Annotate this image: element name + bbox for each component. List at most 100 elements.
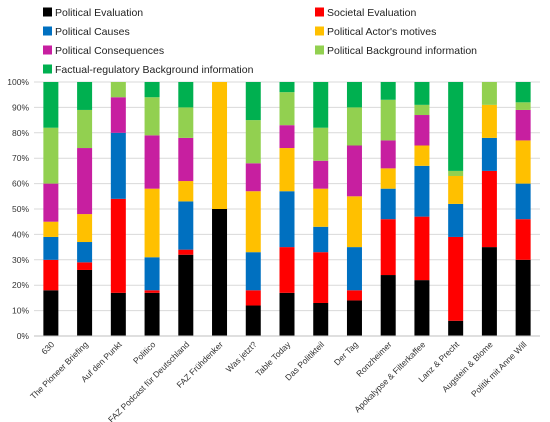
bar-segment-political-background-information	[178, 107, 194, 138]
bar-segment-factual-regulatory-background-information	[178, 82, 194, 108]
bar-segment-political-background-information	[110, 82, 126, 98]
bar-segment-political-actor-s-motives	[77, 214, 93, 243]
bar-segment-political-evaluation	[515, 259, 531, 336]
bar-segment-political-evaluation	[448, 320, 464, 336]
bar-segment-political-consequences	[77, 148, 93, 215]
bar-segment-political-actor-s-motives	[380, 168, 396, 189]
legend-label: Political Actor's motives	[327, 26, 436, 38]
bar-segment-societal-evaluation	[178, 249, 194, 255]
bar-segment-political-causes	[77, 242, 93, 263]
bar-segment-political-causes	[481, 137, 497, 171]
bar-segment-political-causes	[414, 165, 430, 217]
legend-swatch	[43, 7, 52, 17]
y-tick-label: 90%	[12, 102, 29, 112]
bar-segment-political-evaluation	[279, 292, 295, 336]
bar-segment-political-actor-s-motives	[481, 104, 497, 138]
bar-segment-political-causes	[245, 252, 261, 291]
bar-stack-was-jetzt	[245, 82, 261, 336]
y-tick-label: 0%	[17, 331, 30, 341]
bar-segment-political-consequences	[245, 163, 261, 192]
bar-segment-political-background-information	[245, 120, 261, 164]
bar-segment-political-consequences	[110, 97, 126, 133]
bar-segment-political-consequences	[414, 115, 430, 146]
bar-stack-der-tag	[346, 82, 362, 336]
bar-stack-630	[43, 82, 59, 336]
bar-segment-political-actor-s-motives	[43, 221, 59, 237]
x-tick-label: The Pioneer Briefing	[28, 339, 90, 401]
bar-segment-political-consequences	[178, 137, 194, 182]
bar-segment-political-evaluation	[110, 292, 126, 336]
bar-segment-societal-evaluation	[43, 259, 59, 291]
bar-segment-political-consequences	[346, 145, 362, 197]
legend-label: Societal Evaluation	[327, 7, 416, 19]
bar-segment-factual-regulatory-background-information	[77, 82, 93, 110]
bar-segment-political-evaluation	[77, 269, 93, 336]
bar-segment-societal-evaluation	[279, 247, 295, 293]
bar-stack-table-today	[279, 82, 295, 336]
legend-label: Political Background information	[327, 45, 477, 57]
bar-segment-societal-evaluation	[515, 219, 531, 260]
bar-segment-political-causes	[110, 132, 126, 199]
bar-segment-societal-evaluation	[448, 236, 464, 321]
bar-segment-political-background-information	[313, 127, 329, 161]
bar-segment-political-evaluation	[43, 290, 59, 336]
bar-segment-factual-regulatory-background-information	[245, 82, 261, 121]
bar-segment-factual-regulatory-background-information	[414, 82, 430, 105]
y-tick-label: 40%	[12, 229, 29, 239]
bar-segment-political-actor-s-motives	[346, 196, 362, 248]
y-tick-label: 100%	[7, 77, 29, 87]
legend-item-political-consequences: Political Consequences	[43, 45, 164, 57]
bar-segment-political-consequences	[144, 135, 160, 189]
bar-segment-political-causes	[178, 201, 194, 250]
bar-segment-political-actor-s-motives	[212, 82, 228, 209]
bar-segment-political-causes	[380, 188, 396, 220]
bar-segment-political-causes	[515, 183, 531, 220]
legend-swatch	[315, 7, 324, 17]
bar-segment-factual-regulatory-background-information	[43, 82, 59, 128]
bar-segment-political-causes	[448, 203, 464, 237]
legend-label: Political Evaluation	[55, 7, 143, 19]
bar-segment-political-actor-s-motives	[245, 191, 261, 253]
bar-stack-das-politikteil	[313, 82, 329, 336]
bar-segment-political-evaluation	[212, 209, 228, 336]
bar-segment-political-consequences	[380, 140, 396, 169]
bar-segment-societal-evaluation	[110, 198, 126, 293]
bar-segment-political-consequences	[279, 125, 295, 149]
legend-item-political-causes: Political Causes	[43, 26, 130, 38]
bar-segment-societal-evaluation	[313, 252, 329, 303]
legend-swatch	[315, 26, 324, 36]
y-tick-label: 70%	[12, 153, 29, 163]
bar-segment-societal-evaluation	[144, 290, 160, 293]
bar-segment-political-background-information	[279, 92, 295, 126]
bar-stack-faz-fr-hdenker	[212, 82, 228, 336]
legend-label: Political Causes	[55, 26, 130, 38]
bar-segment-factual-regulatory-background-information	[515, 82, 531, 103]
y-axis: 0% 10% 20% 30% 40% 50% 60% 70% 80% 90% 100%	[7, 77, 29, 341]
bar-segment-factual-regulatory-background-information	[279, 82, 295, 93]
x-tick-label: 630	[39, 339, 56, 356]
y-tick-label: 10%	[12, 306, 29, 316]
legend-swatch	[43, 26, 52, 36]
bar-segment-political-causes	[346, 247, 362, 291]
legend-item-political-actor-s-motives: Political Actor's motives	[315, 26, 436, 38]
bar-segment-political-causes	[279, 191, 295, 248]
x-tick-label: Politico	[131, 339, 158, 366]
legend-swatch	[43, 64, 52, 74]
bar-segment-political-evaluation	[481, 247, 497, 336]
bar-segment-societal-evaluation	[77, 262, 93, 270]
legend-swatch	[43, 45, 52, 55]
bar-segment-political-causes	[43, 236, 59, 260]
bar-segment-political-actor-s-motives	[414, 145, 430, 166]
x-tick-label: Der Tag	[332, 339, 360, 367]
bar-stack-the-pioneer-briefing	[77, 82, 93, 336]
legend-item-political-background-information: Political Background information	[315, 45, 477, 57]
bar-segment-political-background-information	[144, 97, 160, 136]
bar-segment-societal-evaluation	[414, 216, 430, 281]
bar-segment-political-background-information	[77, 109, 93, 149]
bar-segment-political-causes	[144, 257, 160, 291]
bar-segment-factual-regulatory-background-information	[313, 82, 329, 128]
bar-segment-political-evaluation	[380, 275, 396, 336]
bar-segment-political-background-information	[43, 127, 59, 184]
bar-segment-political-consequences	[43, 183, 59, 222]
